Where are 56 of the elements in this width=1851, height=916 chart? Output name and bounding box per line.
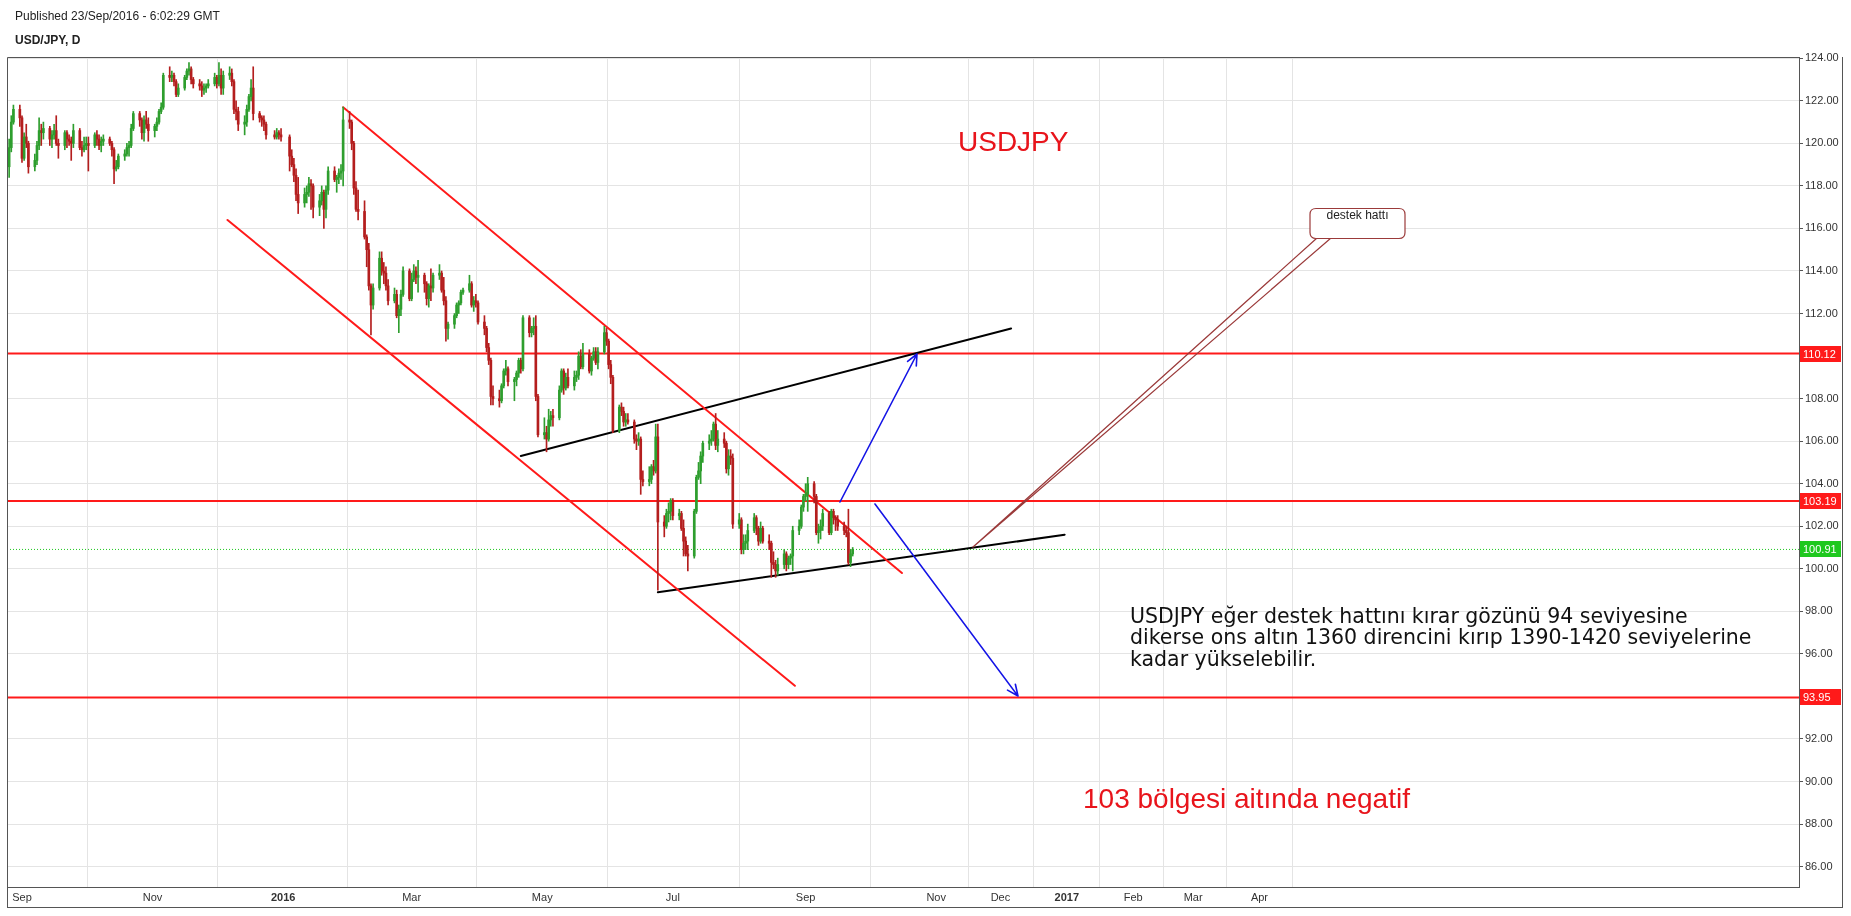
ref-line-label: 103.19 (1803, 494, 1837, 507)
candlestick (72, 123, 75, 148)
x-tick-label: May (531, 890, 554, 903)
ref-line-label: 110.12 (1803, 347, 1836, 360)
y-tick-label: 88.00 (1805, 817, 1833, 830)
candlestick (532, 317, 536, 336)
candlestick (438, 264, 441, 280)
y-tick-label: 122.00 (1805, 93, 1839, 106)
y-tick-label: 120.00 (1805, 136, 1839, 149)
annotation: USDJPY (958, 126, 1069, 158)
x-tick-label: Jul (665, 890, 680, 903)
y-tick-label: 124.00 (1805, 51, 1839, 64)
x-tick-label: Sep (12, 890, 32, 903)
y-tick-label: 114.00 (1805, 264, 1838, 277)
annotation: destek hattı (1310, 208, 1405, 238)
y-tick-label: 90.00 (1805, 774, 1833, 787)
x-tick-label: Mar (402, 890, 422, 903)
y-tick-label: 116.00 (1805, 221, 1838, 234)
x-tick-label: 2016 (270, 890, 296, 903)
x-tick-label: Dec (990, 890, 1011, 903)
y-tick-label: 118.00 (1805, 178, 1838, 191)
y-tick-label: 100.00 (1805, 561, 1839, 574)
x-tick-label: Nov (142, 890, 163, 903)
y-tick-label: 104.00 (1805, 476, 1839, 489)
candlestick (647, 466, 651, 487)
candlestick (258, 111, 261, 123)
candlestick (528, 315, 531, 338)
chart-title: USD/JPY, D (15, 33, 81, 47)
candlestick (468, 274, 471, 293)
x-tick-label: Mar (1183, 890, 1203, 903)
annotation: USDJPY eğer destek hattını kırar gözünü 94 seviyesine dikerse ons altın 1360 direncini kırıp 1390-1420 seviyelerine kadar yükselebilir. (1130, 604, 1752, 671)
annotation: 103 bölgesi aitında negatif (1083, 783, 1410, 815)
x-tick-label: Apr (1250, 890, 1269, 903)
y-tick-label: 112.00 (1805, 306, 1838, 319)
candlestick (42, 121, 45, 140)
x-tick-label: Sep (795, 890, 816, 903)
y-tick-label: 92.00 (1805, 731, 1833, 744)
text: Published 23/Sep/2016 - 6:02:29 GMT (15, 9, 220, 23)
y-tick-label: 98.00 (1805, 604, 1833, 617)
candlestick (849, 549, 852, 567)
y-tick-label: 86.00 (1805, 859, 1833, 872)
candlestick (333, 166, 336, 182)
candlestick (737, 513, 741, 529)
x-tick-label: Feb (1123, 890, 1143, 903)
y-tick-label: 96.00 (1805, 646, 1833, 659)
candlestick (228, 66, 231, 80)
candlestick (393, 287, 396, 304)
candlestick (742, 534, 745, 555)
y-tick-label: 102.00 (1805, 519, 1839, 532)
x-tick-label: 2017 (1054, 890, 1080, 903)
ref-line-label: 93.95 (1803, 690, 1831, 703)
ref-line-label: 100.91 (1803, 542, 1837, 555)
y-tick-label: 106.00 (1805, 434, 1839, 447)
y-tick-label: 108.00 (1805, 391, 1839, 404)
candlestick (303, 187, 306, 208)
x-tick-label: Nov (926, 890, 947, 903)
